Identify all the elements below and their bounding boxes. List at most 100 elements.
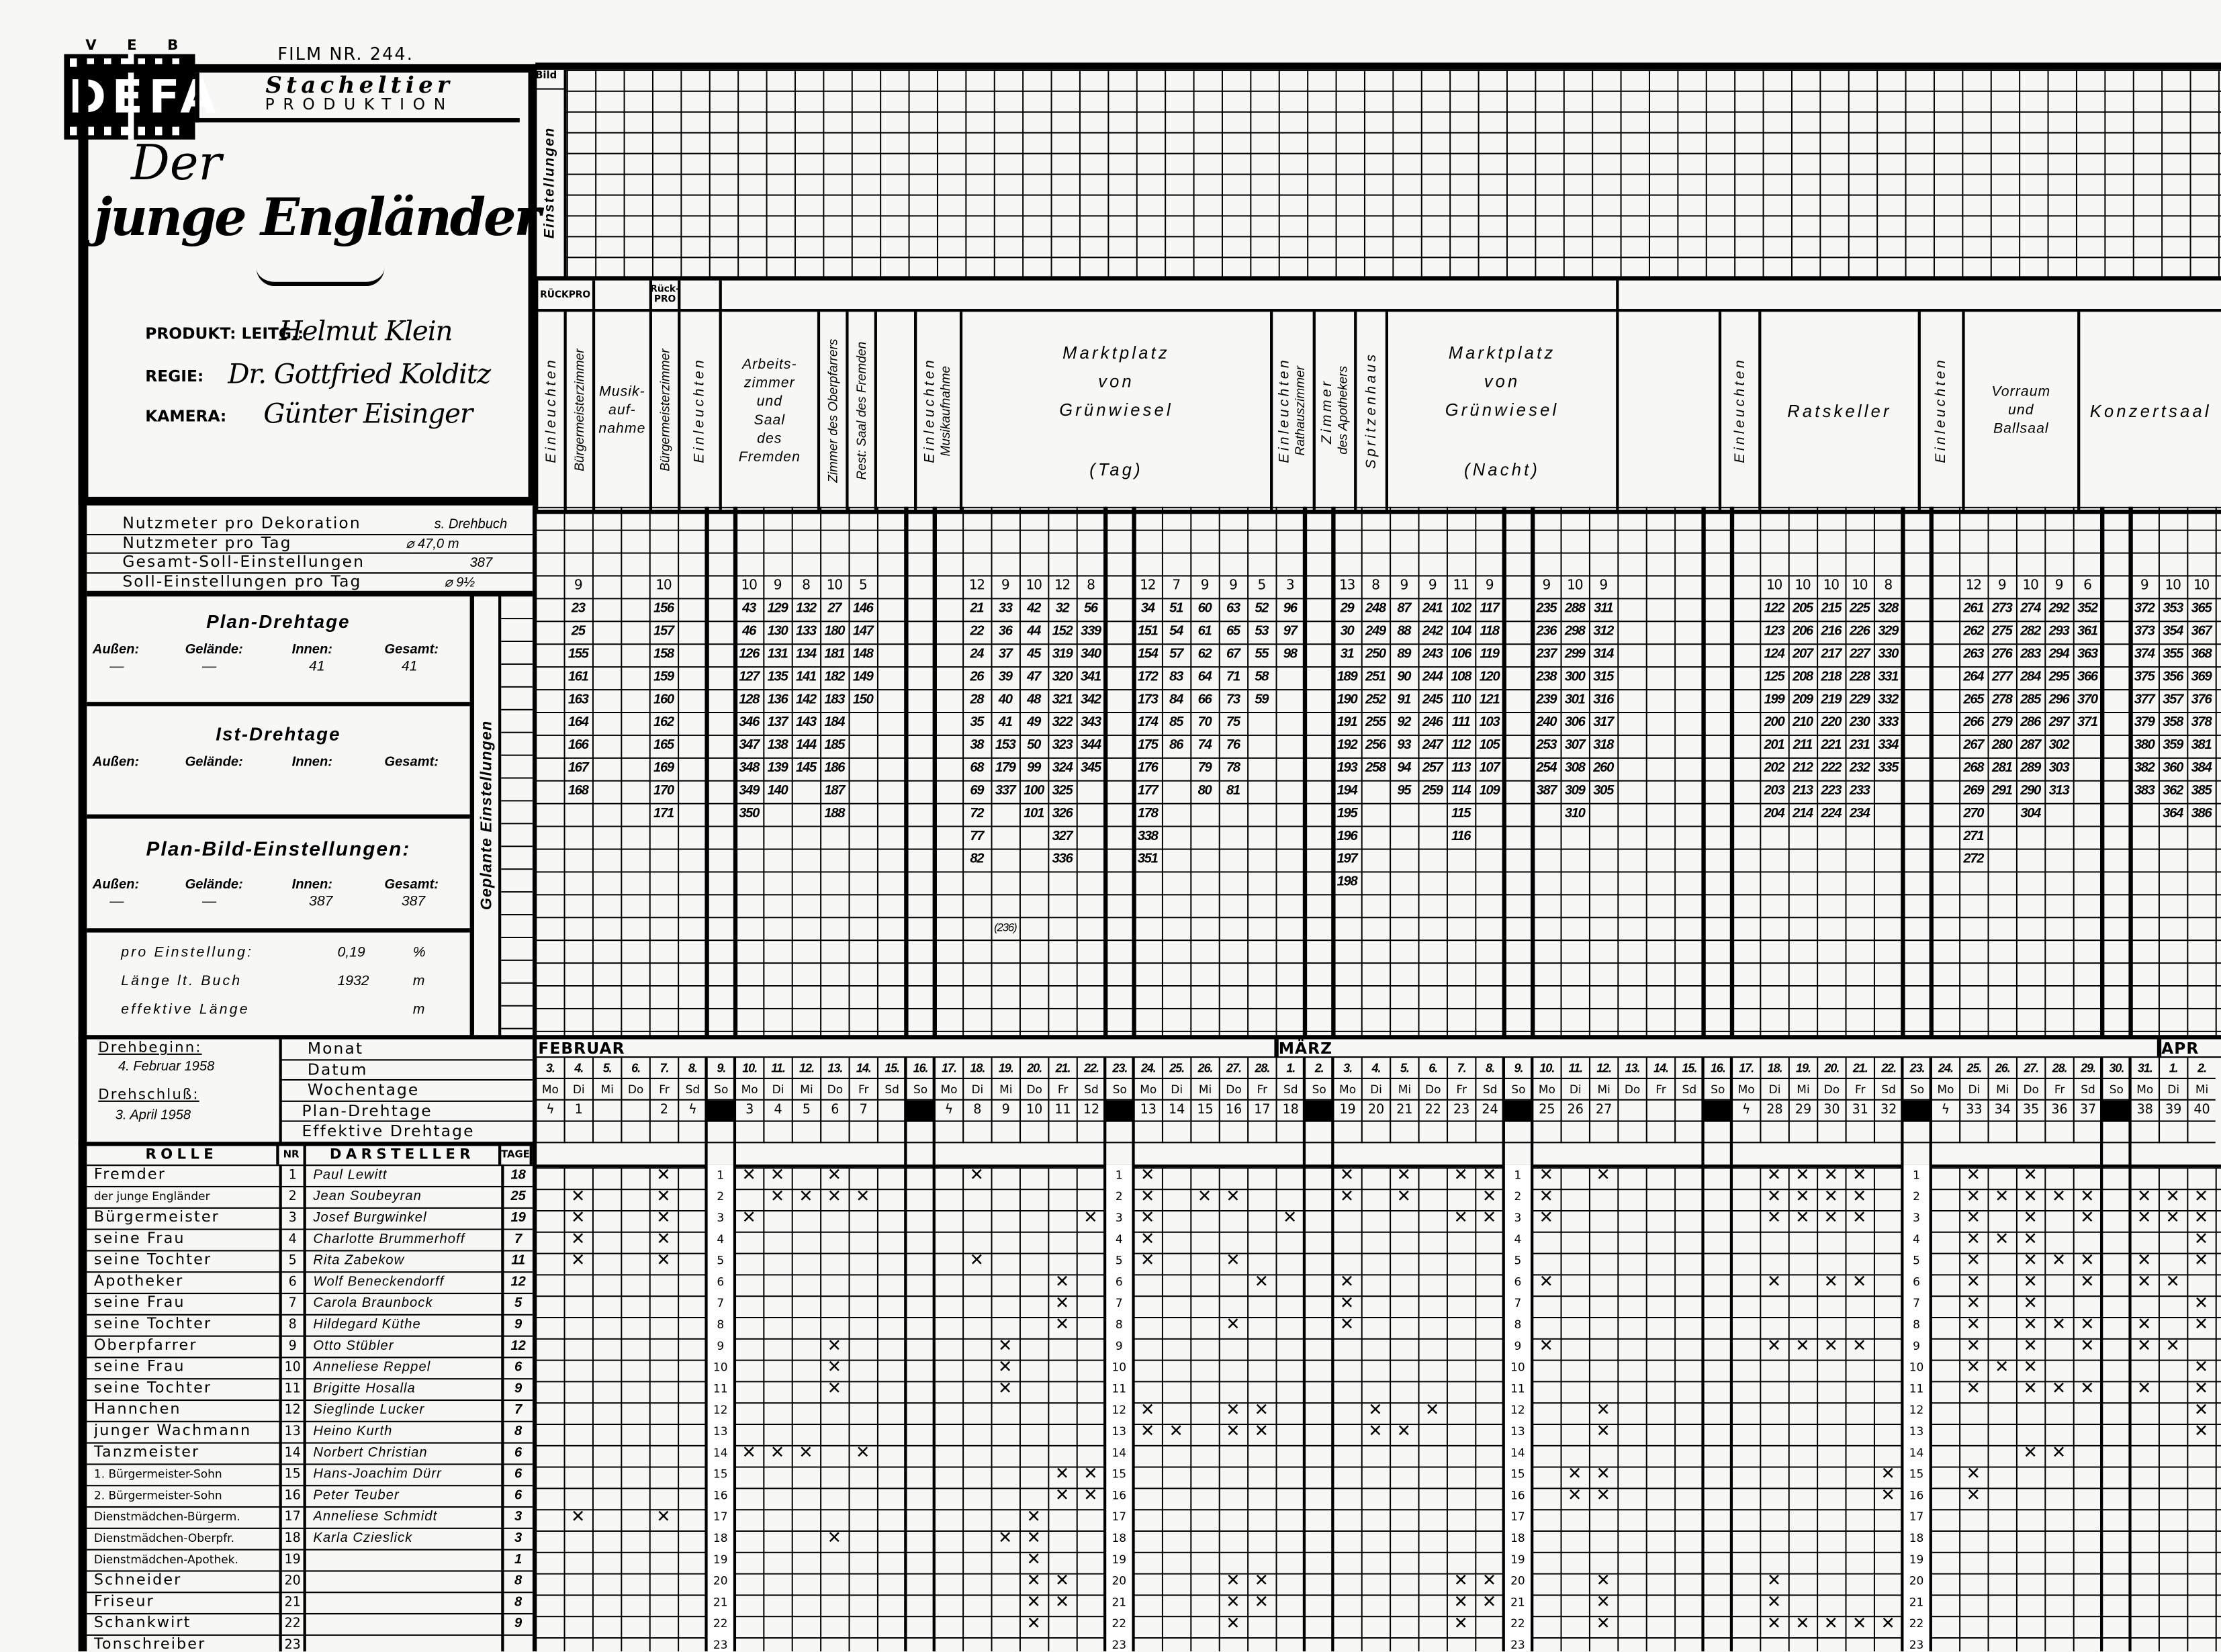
panel-field-label: Innen: — [291, 642, 333, 658]
presence-x-mark: ✕ — [2165, 1335, 2180, 1356]
grid-role-number: 19 — [1105, 1549, 1134, 1571]
panel-field-label: Innen: — [291, 754, 333, 770]
shot-number: 283 — [2020, 646, 2041, 662]
panel-field-label: Gesamt: — [384, 876, 439, 893]
panel-title: Plan-Drehtage — [206, 610, 351, 633]
shot-number: 147 — [852, 623, 874, 639]
credit-label: REGIE: — [145, 367, 204, 386]
shot-number: 315 — [1593, 669, 1614, 685]
scene-shot-count: 9 — [1400, 578, 1409, 594]
effective-day — [1873, 1121, 1903, 1144]
role-nr: 21 — [279, 1592, 306, 1613]
panel-field-label: Gesamt: — [384, 754, 439, 770]
presence-x-mark: ✕ — [1254, 1420, 1269, 1441]
shot-number: 324 — [1052, 760, 1073, 776]
presence-x-mark: ✕ — [2023, 1228, 2038, 1249]
grid-role-number: 9 — [1503, 1335, 1533, 1357]
shot-number: 312 — [1593, 623, 1614, 639]
role-days — [501, 1634, 533, 1652]
shot-number: 84 — [1169, 692, 1183, 708]
shot-number: 331 — [1878, 669, 1899, 685]
grid-role-number: 22 — [1902, 1612, 1931, 1635]
presence-x-mark: ✕ — [571, 1250, 586, 1271]
presence-x-mark: ✕ — [1596, 1463, 1611, 1484]
panel-field-value: 41 — [401, 659, 418, 675]
role-name: der junge Engländer — [93, 1190, 210, 1203]
plan-day — [592, 1100, 621, 1122]
calendar-weekday: So — [1902, 1079, 1931, 1101]
scene-shot-count: 9 — [1485, 578, 1494, 594]
panel-field-label: Innen: — [291, 876, 333, 893]
shot-number: 48 — [1027, 692, 1041, 708]
grid-role-number: 17 — [1902, 1506, 1931, 1528]
role-name: Schankwirt — [93, 1614, 191, 1632]
plan-day: ϟ — [1930, 1100, 1960, 1122]
film-title-line1: Der — [131, 135, 222, 193]
grid-role-number: 17 — [1503, 1506, 1533, 1528]
shot-number: 154 — [1137, 646, 1159, 662]
scene-shot-count: 10 — [2022, 578, 2039, 594]
shot-number: 157 — [653, 623, 674, 639]
presence-x-mark: ✕ — [1966, 1335, 1981, 1356]
shot-number: 385 — [2191, 782, 2212, 799]
calendar-weekday: Mi — [1390, 1079, 1418, 1101]
presence-x-mark: ✕ — [2023, 1357, 2038, 1377]
shot-number: 74 — [1197, 737, 1212, 753]
calendar-date: 13. — [1617, 1058, 1646, 1079]
shot-number: 262 — [1963, 623, 1984, 639]
plan-day: 5 — [791, 1100, 821, 1122]
presence-x-mark: ✕ — [1823, 1185, 1838, 1206]
grid-role-number: 18 — [1105, 1527, 1134, 1549]
set-header-label: von — [1098, 371, 1134, 391]
set-header-label: Ballsaal — [1993, 421, 2049, 437]
shot-number: 40 — [998, 692, 1013, 708]
presence-x-mark: ✕ — [1852, 1612, 1867, 1633]
calendar-date: 13. — [820, 1058, 849, 1079]
shot-number: 96 — [1283, 600, 1298, 616]
presence-x-mark: ✕ — [998, 1335, 1013, 1356]
summary-panel — [87, 709, 470, 819]
set-header: Bürgermeisterzimmer — [649, 312, 678, 510]
shot-number: 377 — [2134, 692, 2155, 708]
set-header-label: des Apothekers — [1334, 366, 1349, 455]
grid-role-number: 1 — [1503, 1164, 1533, 1186]
panel-title: Plan-Bild-Einstellungen: — [146, 837, 411, 860]
shot-number: 204 — [1764, 805, 1785, 822]
shot-number: 198 — [1336, 874, 1358, 890]
shot-number: 142 — [796, 692, 817, 708]
presence-x-mark: ✕ — [656, 1185, 671, 1206]
shot-number: 234 — [1849, 805, 1870, 822]
presence-x-mark: ✕ — [1054, 1570, 1070, 1591]
effective-day — [848, 1121, 877, 1144]
presence-x-mark: ✕ — [799, 1185, 813, 1206]
plan-day: 14 — [1161, 1100, 1191, 1122]
presence-x-mark: ✕ — [1226, 1592, 1240, 1612]
calendar-date: 18. — [1760, 1058, 1788, 1079]
presence-x-mark: ✕ — [2193, 1228, 2209, 1249]
calendar-weekday: Di — [1161, 1079, 1191, 1101]
shot-number: 238 — [1536, 669, 1557, 685]
length-value: 1932 — [337, 974, 369, 990]
presence-x-mark: ✕ — [741, 1164, 756, 1185]
calendar-weekday: Sd — [1873, 1079, 1903, 1101]
sunday-column-line — [1132, 506, 1136, 1037]
shot-number: 206 — [1793, 623, 1813, 639]
calendar-date: 19. — [1788, 1058, 1817, 1079]
plan-day: 30 — [1817, 1100, 1846, 1122]
set-header-label: Einleuchten — [1277, 357, 1293, 464]
shot-number: 337 — [995, 782, 1016, 799]
studio-production: PRODUKTION — [265, 95, 454, 114]
calendar-date: 6. — [1418, 1058, 1447, 1079]
presence-x-mark: ✕ — [2080, 1250, 2095, 1271]
shot-number: 228 — [1849, 669, 1870, 685]
role-nr: 1 — [279, 1164, 306, 1186]
shot-number: 319 — [1052, 646, 1073, 662]
plan-day: 15 — [1190, 1100, 1219, 1122]
shot-number: 24 — [970, 646, 984, 662]
sunday-column-line — [1302, 506, 1308, 1037]
calendar-date: 7. — [649, 1058, 678, 1079]
role-days: 8 — [501, 1592, 533, 1613]
shot-number: 317 — [1593, 715, 1614, 731]
actor-name: Josef Burgwinkel — [313, 1209, 427, 1226]
sunday-column-line — [1103, 1058, 1107, 1652]
